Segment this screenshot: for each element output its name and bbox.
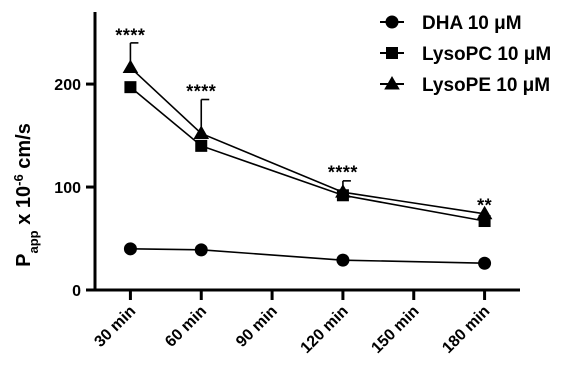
legend-item: LysoPE 10 μM: [380, 75, 550, 96]
x-tick-label: 150 min: [368, 303, 422, 357]
significance-label: ****: [328, 163, 358, 183]
data-point-triangle: [335, 184, 351, 198]
y-tick-label: 0: [72, 283, 81, 300]
legend-item: DHA 10 μM: [380, 13, 522, 34]
x-tick-label: 30 min: [91, 303, 139, 351]
legend-marker-triangle: [384, 75, 400, 90]
x-tick-label: 90 min: [233, 303, 281, 351]
data-point-circle: [336, 253, 350, 267]
significance-label: **: [477, 196, 492, 216]
series-circle: [123, 242, 492, 270]
legend-label: LysoPE 10 μM: [422, 75, 550, 96]
legend: DHA 10 μM LysoPC 10 μM LysoPE 10 μM: [380, 13, 551, 96]
y-axis-label-units: cm/s: [13, 123, 35, 174]
data-point-square: [124, 81, 137, 94]
data-point-triangle: [193, 125, 210, 139]
annotations: **************: [115, 26, 492, 216]
data-point-triangle: [476, 205, 493, 220]
x-tick-label: 120 min: [298, 303, 352, 357]
significance-label: ****: [115, 26, 145, 46]
data-point-circle: [194, 243, 208, 257]
data-point-square: [195, 139, 208, 152]
x-tick-label: 60 min: [162, 303, 210, 351]
series-line: [129, 86, 485, 222]
y-tick-label: 100: [54, 180, 81, 197]
legend-label: DHA 10 μM: [422, 13, 522, 34]
y-axis-label-base: P: [13, 253, 35, 266]
legend-label: LysoPC 10 μM: [422, 44, 551, 65]
data-point-circle: [123, 242, 137, 256]
y-tick-label: 200: [54, 77, 81, 94]
series-line: [129, 67, 485, 215]
legend-marker-circle: [385, 15, 399, 29]
legend-item: LysoPC 10 μM: [380, 44, 551, 65]
y-axis-label-middle: x 10: [13, 186, 35, 230]
data-point-triangle: [122, 59, 139, 74]
series-square: [124, 81, 491, 228]
series-line: [130, 248, 485, 265]
x-tick-label: 180 min: [439, 303, 493, 357]
significance-label: ****: [186, 81, 216, 101]
series-triangle: [122, 42, 493, 220]
series-layer: [122, 42, 493, 270]
y-axis-label: Papp x 10-6 cm/s: [11, 123, 41, 267]
y-axis-title: Papp x 10-6 cm/s: [11, 123, 41, 267]
data-point-circle: [478, 256, 492, 270]
y-axis-label-subscript: app: [26, 230, 41, 253]
legend-marker-square: [386, 47, 398, 59]
y-axis-label-exponent: -6: [11, 174, 26, 186]
